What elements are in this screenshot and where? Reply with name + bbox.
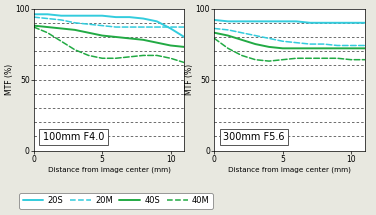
Text: 300mm F5.6: 300mm F5.6 bbox=[223, 132, 285, 142]
Text: 100mm F4.0: 100mm F4.0 bbox=[43, 132, 104, 142]
Y-axis label: MTF (%): MTF (%) bbox=[185, 64, 194, 95]
X-axis label: Distance from image center (mm): Distance from image center (mm) bbox=[48, 166, 170, 173]
Legend: 20S, 20M, 40S, 40M: 20S, 20M, 40S, 40M bbox=[19, 193, 213, 209]
Y-axis label: MTF (%): MTF (%) bbox=[5, 64, 14, 95]
X-axis label: Distance from image center (mm): Distance from image center (mm) bbox=[228, 166, 351, 173]
